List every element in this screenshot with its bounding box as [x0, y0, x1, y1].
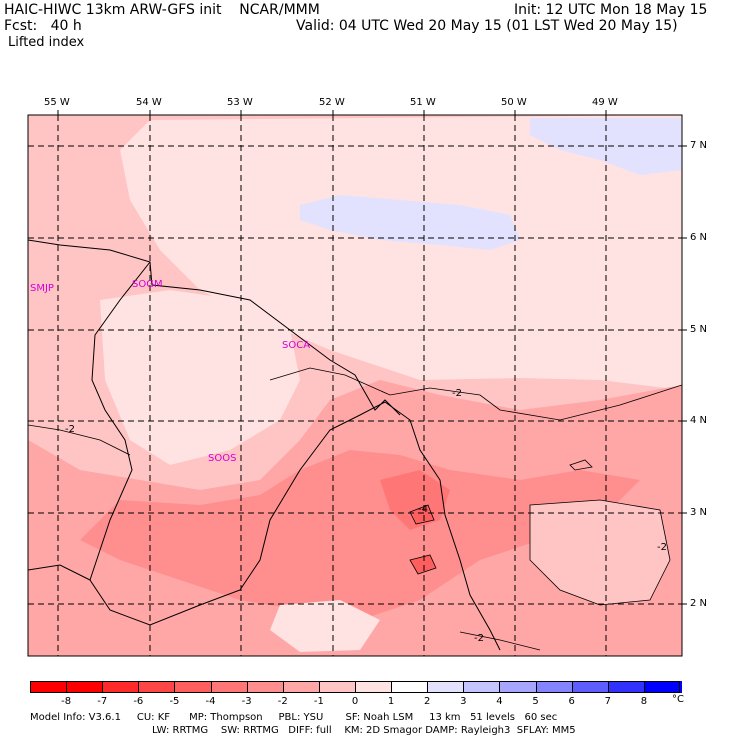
init-time: Init: 12 UTC Mon 18 May 15 — [514, 2, 708, 18]
colorbar-swatch — [174, 681, 213, 693]
colorbar-label: 8 — [640, 696, 648, 707]
lat-label-5n: 5 N — [690, 324, 708, 335]
colorbar-label: -3 — [241, 696, 252, 707]
colorbar-swatch — [318, 681, 357, 693]
lon-label-55w: 55 W — [44, 97, 70, 108]
colorbar-label: 7 — [604, 696, 611, 707]
colorbar-frame — [30, 681, 680, 693]
lifted-index-field — [28, 115, 682, 656]
lat-label-2n: 2 N — [690, 598, 708, 609]
contour-lines — [28, 367, 682, 651]
lat-label-6n: 6 N — [690, 232, 708, 243]
colorbar-label: 1 — [387, 696, 395, 707]
lat-lon-grid — [28, 115, 682, 656]
colorbar-swatch — [499, 681, 538, 693]
lon-label-54w: 54 W — [136, 97, 162, 108]
contour-label: -4 — [418, 504, 428, 515]
model-info-line1: Model Info: V3.6.1 CU: KF MP: Thompson P… — [30, 712, 558, 723]
lon-label-51w: 51 W — [410, 97, 436, 108]
colorbar-label: 3 — [460, 696, 467, 707]
station-soos: SOOS — [208, 453, 237, 464]
colorbar-label: -8 — [61, 696, 72, 707]
colorbar-label: -2 — [277, 696, 288, 707]
valid-time: Valid: 04 UTC Wed 20 May 15 (01 LST Wed … — [296, 18, 678, 34]
forecast-hour: Fcst: 40 h — [4, 18, 82, 34]
header-left-line1: HAIC-HIWC 13km ARW-GFS init NCAR/MMM — [4, 2, 320, 18]
contour-label: -2 — [474, 633, 484, 644]
model-info-line2: LW: RRTMG SW: RRTMG DIFF: full KM: 2D Sm… — [152, 725, 576, 736]
colorbar-swatch — [571, 681, 610, 693]
colorbar-label: -4 — [205, 696, 216, 707]
colorbar-unit: °C — [672, 694, 684, 705]
colorbar-swatch — [391, 681, 430, 693]
tick-marks — [57, 110, 687, 605]
lat-label-7n: 7 N — [690, 140, 708, 151]
contour-label: -2 — [657, 542, 667, 553]
colorbar-swatch — [463, 681, 502, 693]
colorbar-label: 0 — [351, 696, 359, 707]
colorbar-label: 2 — [424, 696, 431, 707]
colorbar-swatch — [66, 681, 105, 693]
colorbar-label: 4 — [496, 696, 503, 707]
borders — [28, 239, 501, 651]
colorbar-label: -7 — [97, 696, 108, 707]
contour-label: -2 — [65, 424, 75, 435]
colorbar-label: 5 — [532, 696, 539, 707]
station-soca: SOCA — [282, 340, 311, 351]
colorbar-swatch — [427, 681, 466, 693]
map-frame — [27, 114, 683, 657]
contour-label: -2 — [452, 388, 462, 399]
lat-label-3n: 3 N — [690, 507, 708, 518]
field-name: Lifted index — [8, 35, 85, 50]
lon-label-52w: 52 W — [319, 97, 345, 108]
colorbar-swatch — [138, 681, 177, 693]
station-smjp: SMJP — [30, 283, 54, 294]
colorbar-swatch — [535, 681, 574, 693]
lon-label-50w: 50 W — [501, 97, 527, 108]
lon-label-49w: 49 W — [592, 97, 618, 108]
colorbar-swatch — [102, 681, 141, 693]
station-sogm: SOGM — [132, 279, 163, 290]
colorbar-label: -1 — [313, 696, 324, 707]
lon-label-53w: 53 W — [227, 97, 253, 108]
colorbar-label: 6 — [568, 696, 575, 707]
colorbar-swatch — [607, 681, 646, 693]
colorbar-swatch — [282, 681, 321, 693]
colorbar-swatch — [643, 681, 682, 693]
colorbar-label: -6 — [133, 696, 144, 707]
colorbar-swatch — [355, 681, 393, 693]
lat-label-4n: 4 N — [690, 415, 708, 426]
colorbar-swatch — [210, 681, 249, 693]
colorbar-swatch — [246, 681, 285, 693]
colorbar-label: -5 — [169, 696, 180, 707]
